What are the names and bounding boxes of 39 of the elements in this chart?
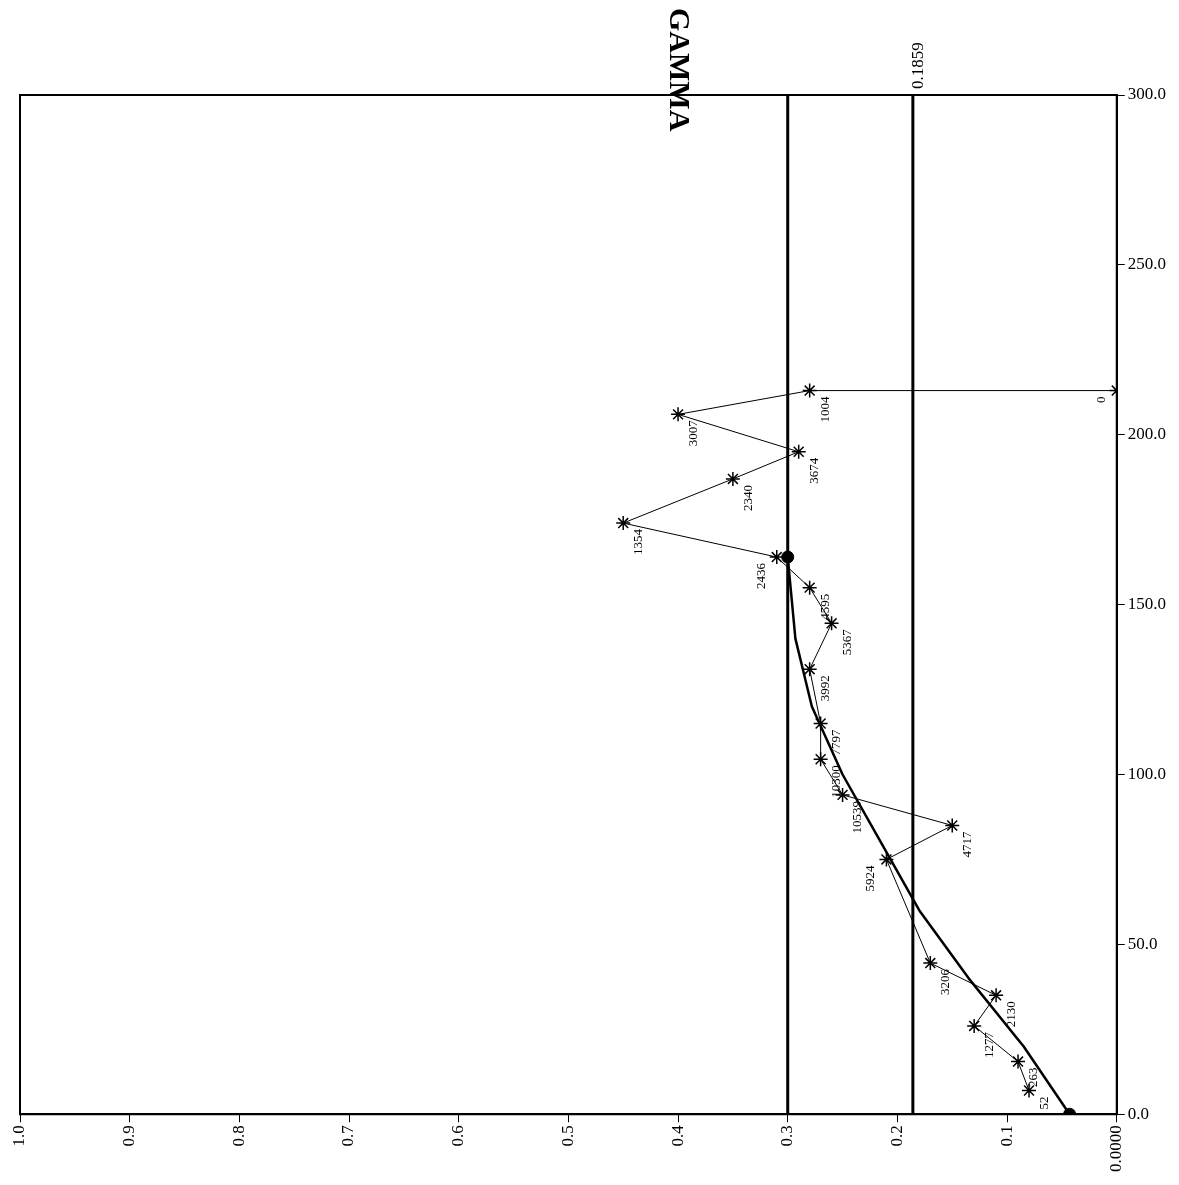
ref-line-label: 0.1859: [908, 42, 928, 89]
annotation: 3206: [937, 968, 953, 996]
x-tick-label: 0.3: [777, 1125, 797, 1147]
annotation: 2340: [739, 484, 755, 511]
annotation: 1354: [630, 528, 646, 556]
annotation: 2436: [752, 562, 768, 590]
annotation: 263: [1024, 1067, 1040, 1088]
y-tick-label: 200.0: [1127, 424, 1166, 444]
annotation: 2130: [1003, 1001, 1019, 1028]
annotation: 3674: [805, 457, 821, 484]
y-tick-label: 50.0: [1127, 933, 1158, 953]
annotation: 5924: [862, 864, 878, 892]
y-tick-label: 150.0: [1127, 594, 1166, 614]
x-tick-label: 0.5: [557, 1125, 577, 1147]
annotation: 3007: [684, 419, 700, 447]
x-tick-label: 0.6: [448, 1125, 468, 1147]
y-tick-label: 250.0: [1127, 254, 1166, 274]
y-tick-label: 300.0: [1127, 84, 1166, 104]
x-tick-label: 0.7: [338, 1124, 358, 1147]
x-tick-label: 0.0000: [1106, 1125, 1126, 1172]
annotation: 10300: [827, 765, 843, 798]
annotation: 0: [1092, 396, 1108, 404]
annotation: 52: [1035, 1096, 1051, 1110]
annotation: 3992: [816, 675, 832, 702]
y-tick-label: 100.0: [1127, 763, 1166, 783]
annotation: 4717: [959, 830, 975, 858]
y-tick-label: 0.0: [1127, 1103, 1149, 1123]
annotation: 4595: [816, 593, 832, 620]
x-tick-label: 1.0: [9, 1125, 29, 1147]
x-tick-label: 0.1: [996, 1125, 1016, 1147]
x-tick-label: 0.4: [667, 1124, 687, 1147]
annotation: 10539: [849, 800, 865, 834]
annotation: 1004: [816, 396, 832, 423]
chart-title: GAMMA: [664, 8, 698, 132]
x-tick-label: 0.9: [119, 1125, 139, 1147]
x-tick-label: 0.8: [228, 1125, 248, 1147]
annotation: 1277: [981, 1031, 997, 1058]
x-tick-label: 0.2: [886, 1125, 906, 1147]
annotation: 5367: [838, 628, 854, 656]
